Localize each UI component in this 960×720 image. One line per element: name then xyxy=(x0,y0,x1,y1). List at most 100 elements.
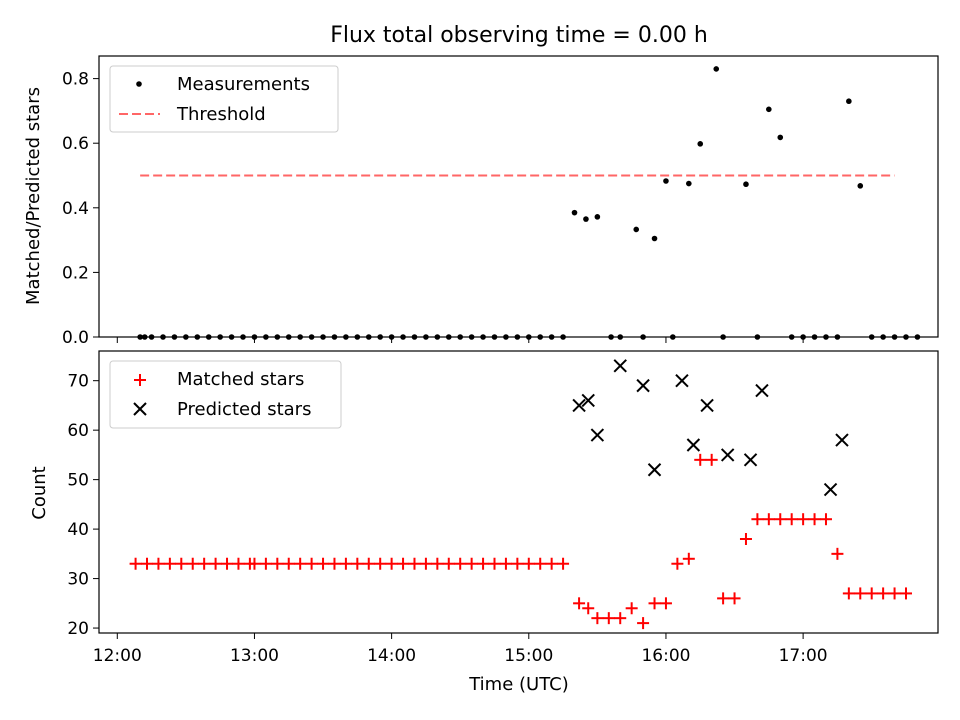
predicted-star-stroke-b xyxy=(755,383,769,398)
matched-star-point xyxy=(762,513,775,526)
bottom-legend: Matched stars Predicted stars xyxy=(109,360,342,429)
matched-star-point xyxy=(477,557,490,570)
matched-star-point xyxy=(899,587,912,600)
predicted-star-point xyxy=(743,453,758,467)
matched-star-point xyxy=(294,557,307,570)
matched-star-point xyxy=(831,547,844,560)
matched-star-point xyxy=(694,453,707,466)
matched-star-point xyxy=(717,592,730,605)
measurement-point xyxy=(663,178,669,184)
measurement-point xyxy=(594,214,601,220)
matched-star-point xyxy=(511,557,524,570)
predicted-star-point xyxy=(835,433,849,447)
matched-star-point xyxy=(374,557,387,570)
matched-star-point xyxy=(797,513,810,526)
predicted-star-stroke-b xyxy=(823,482,838,497)
x-tick-label: 15:00 xyxy=(504,646,553,666)
top-y-tick-label: 0.0 xyxy=(62,328,89,348)
matched-star-point xyxy=(271,557,284,570)
matched-star-point xyxy=(259,557,272,570)
bottom-y-tick-label: 30 xyxy=(67,570,89,590)
x-tick-label: 13:00 xyxy=(230,646,279,666)
bottom-y-tick-label: 50 xyxy=(67,471,89,491)
matched-star-point xyxy=(465,557,478,570)
bottom-y-tick-label: 20 xyxy=(67,619,89,639)
predicted-star-point xyxy=(590,428,605,442)
matched-star-point xyxy=(545,557,558,570)
matched-star-point xyxy=(614,612,627,625)
predicted-star-stroke-b xyxy=(835,433,849,447)
x-tick-label: 14:00 xyxy=(367,646,416,666)
predicted-star-stroke-b xyxy=(590,428,605,442)
matched-star-point xyxy=(232,557,245,570)
matched-star-point xyxy=(351,557,364,570)
matched-star-point xyxy=(362,557,375,570)
top-legend: Measurements Threshold xyxy=(109,65,339,133)
x-tick-label: 17:00 xyxy=(779,646,828,666)
matched-star-point xyxy=(534,557,547,570)
matched-star-point xyxy=(785,513,798,526)
bottom-y-tick-label: 60 xyxy=(67,421,89,441)
matched-star-point xyxy=(728,592,741,605)
predicted-star-stroke-b xyxy=(675,373,689,388)
x-tick-label: 12:00 xyxy=(93,646,142,666)
matched-star-point xyxy=(221,557,234,570)
measurement-point xyxy=(571,209,578,216)
bottom-legend-box xyxy=(109,360,342,429)
predicted-star-point xyxy=(700,398,714,413)
matched-star-point xyxy=(385,557,398,570)
x-axis-label: Time (UTC) xyxy=(468,674,569,695)
predicted-star-point xyxy=(647,463,662,477)
measurement-point xyxy=(583,216,589,222)
legend-matched-label: Matched stars xyxy=(177,369,304,390)
predicted-star-stroke-b xyxy=(581,393,595,408)
matched-star-point xyxy=(488,557,501,570)
matched-star-point xyxy=(499,557,512,570)
bottom-y-tick-label: 40 xyxy=(67,520,89,540)
predicted-star-point xyxy=(720,448,735,462)
predicted-star-point xyxy=(755,383,769,398)
predicted-star-point xyxy=(636,378,650,393)
matched-star-point xyxy=(419,557,432,570)
top-y-tick-label: 0.6 xyxy=(62,134,89,154)
predicted-star-point xyxy=(823,482,838,497)
measurement-point xyxy=(846,98,852,105)
matched-star-point xyxy=(648,597,661,610)
matched-star-point xyxy=(141,557,154,570)
measurement-point xyxy=(633,226,640,233)
measurement-point xyxy=(743,181,749,188)
matched-star-point xyxy=(248,557,261,570)
top-y-axis-label: Matched/Predicted stars xyxy=(23,87,44,305)
matched-star-point xyxy=(522,557,535,570)
matched-star-point xyxy=(705,453,718,466)
top-plot-frame xyxy=(98,55,939,338)
predicted-star-stroke-b xyxy=(686,438,701,452)
matched-star-point xyxy=(739,533,752,545)
matched-star-point xyxy=(637,617,650,630)
top-y-tick-label: 0.2 xyxy=(62,263,89,283)
predicted-star-stroke-b xyxy=(700,398,714,413)
matched-star-point xyxy=(659,597,672,610)
top-legend-box xyxy=(109,65,339,133)
predicted-star-point xyxy=(686,438,701,452)
legend-measurements-label: Measurements xyxy=(177,74,310,95)
matched-star-point xyxy=(854,587,867,600)
measurement-point xyxy=(697,141,704,147)
matched-star-point xyxy=(186,557,199,570)
measurement-point xyxy=(651,235,658,242)
matched-star-point xyxy=(408,557,421,570)
measurement-point xyxy=(857,183,864,189)
predicted-star-stroke-b xyxy=(572,398,586,413)
matched-star-point xyxy=(175,557,188,570)
matched-star-point xyxy=(671,557,684,570)
matched-star-point xyxy=(431,557,444,570)
matched-star-point xyxy=(602,612,615,625)
matched-star-point xyxy=(305,557,318,570)
predicted-star-stroke-b xyxy=(613,359,627,373)
predicted-star-stroke-b xyxy=(743,453,758,467)
matched-star-point xyxy=(442,557,455,570)
top-y-tick-label: 0.4 xyxy=(62,199,89,219)
predicted-star-stroke-b xyxy=(647,463,662,477)
matched-star-point xyxy=(591,612,604,625)
